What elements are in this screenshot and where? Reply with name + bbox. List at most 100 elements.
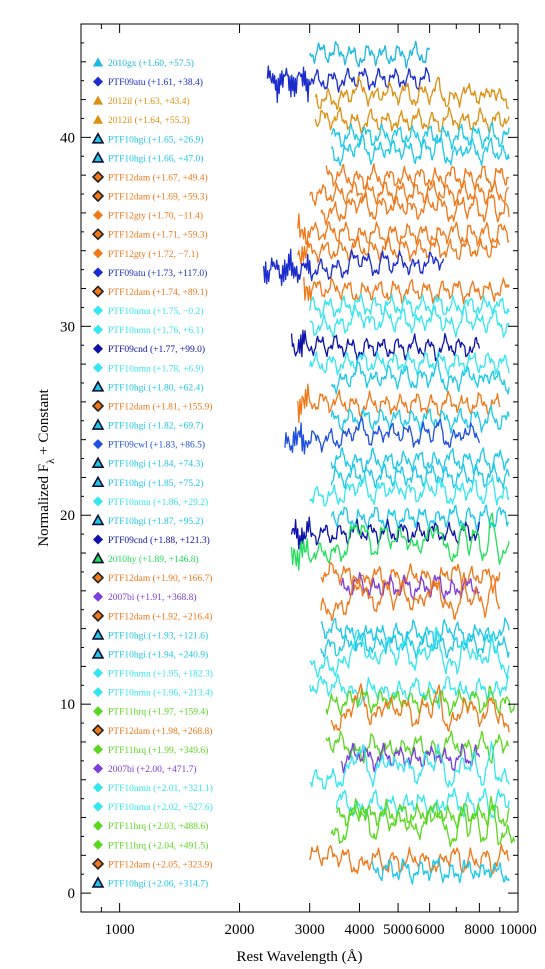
legend-marker-diamond-icon [93, 267, 103, 278]
x-tick-label: 3000 [295, 922, 325, 938]
x-tick-label: 6000 [415, 922, 445, 938]
legend-label: PTF10nmn (+1.75, −0.2) [108, 306, 203, 317]
spectrum-line-17 [309, 350, 510, 377]
legend-marker-diamond-icon [91, 285, 105, 298]
legend-marker-diamond-icon [93, 534, 103, 545]
legend-label: PTF10nmn (+2.02, +527.6) [108, 802, 213, 813]
legend-marker-diamond-icon [93, 343, 103, 354]
legend-label: PTF11hrq (+1.97, +159.4) [108, 707, 208, 718]
legend-label: 2010hy (+1.89, +146.8) [108, 554, 199, 565]
spectrum-line-27 [290, 512, 510, 571]
spectrum-line-18 [330, 358, 510, 395]
y-axis-title-subscript: λ [45, 458, 57, 464]
legend-label: PTF12gty (+1.70, −11.4) [108, 211, 203, 222]
legend-marker-diamond-icon [93, 591, 103, 602]
y-axis-title-rest: + Constant [36, 388, 52, 458]
y-tick-label: 10 [60, 697, 75, 713]
legend-label: PTF09atu (+1.61, +38.4) [108, 77, 203, 88]
legend-label: PTF10hgi (+1.82, +69.7) [108, 421, 203, 432]
spectrum-line-23 [330, 462, 510, 489]
legend-label: PTF10hgi (+2.06, +314.7) [108, 878, 208, 889]
legend-label: PTF10hgi (+1.80, +62.4) [108, 382, 203, 393]
legend-label: PTF10hgi (+1.84, +74.3) [108, 459, 203, 470]
legend-label: PTF11hrq (+2.03, +488.6) [108, 821, 208, 832]
legend-marker-triangle-icon [91, 456, 105, 468]
legend-marker-diamond-icon [91, 399, 105, 413]
legend-label: 2010gx (+1.60, +57.5) [108, 58, 194, 69]
y-tick-label: 30 [60, 319, 75, 335]
legend-label: 2007bi (+2.00, +471.7) [108, 764, 197, 775]
y-axis-title-main: Normalized F [36, 464, 52, 547]
legend-label: PTF11hrq (+1.99, +349.6) [108, 745, 208, 756]
legend-label: 2012il (+1.64, +55.3) [108, 115, 190, 126]
legend-label: PTF09atu (+1.73, +117.0) [108, 268, 207, 279]
legend-marker-diamond-icon [93, 687, 103, 698]
legend-label: PTF10hgi (+1.87, +95.2) [108, 516, 203, 527]
legend-marker-triangle-icon [91, 628, 105, 640]
legend-marker-triangle-icon [91, 475, 105, 488]
spectrum-line-6 [330, 134, 510, 167]
legend-label: PTF10nmn (+2.01, +321.1) [108, 783, 213, 794]
legend-marker-diamond-icon [93, 763, 103, 774]
spectrum-line-13 [303, 277, 510, 305]
spectra-lines [263, 40, 516, 885]
legend-marker-diamond-icon [93, 210, 103, 221]
legend-marker-diamond-icon [93, 782, 103, 793]
spectrum-line-9 [320, 191, 510, 226]
legend-marker-triangle-icon [91, 151, 105, 163]
legend-label: PTF10nmn (+1.95, +182.3) [108, 669, 213, 680]
legend-label: PTF10hgi (+1.93, +121.6) [108, 630, 208, 641]
legend-label: PTF12dam (+1.71, +59.3) [108, 230, 208, 241]
legend-marker-diamond-icon [93, 305, 103, 316]
x-axis-title: Rest Wavelength (Å) [237, 949, 363, 965]
legend-label: PTF10hgi (+1.94, +240.9) [108, 649, 208, 660]
legend: 2010gx (+1.60, +57.5) PTF09atu (+1.61, +3… [91, 57, 213, 889]
spectrum-line-3 [314, 75, 510, 110]
legend-marker-diamond-icon [93, 668, 103, 679]
legend-marker-triangle-icon [93, 95, 103, 105]
x-tick-label: 8000 [464, 922, 494, 938]
legend-label: PTF10nmn (+1.78, +6.9) [108, 363, 203, 374]
spectrum-line-10 [297, 213, 510, 248]
legend-label: PTF11hrq (+2.04, +491.5) [108, 840, 208, 851]
legend-marker-triangle-icon [91, 876, 105, 888]
legend-marker-diamond-icon [93, 324, 103, 335]
legend-marker-diamond-icon [91, 609, 105, 622]
legend-label: PTF09cnd (+1.77, +99.0) [108, 344, 205, 355]
spectrum-line-16 [290, 329, 481, 362]
spectrum-line-5 [330, 121, 510, 150]
spectrum-line-21 [284, 416, 481, 455]
spectrum-line-31 [320, 617, 510, 652]
spectrum-line-1 [309, 40, 431, 69]
legend-label: PTF12dam (+1.92, +216.4) [108, 611, 212, 622]
spectrum-line-24 [309, 475, 510, 507]
legend-label: PTF09cnd (+1.88, +121.3) [108, 535, 210, 546]
legend-marker-triangle-icon [91, 380, 105, 392]
spectrum-line-4 [314, 106, 510, 136]
spectrum-line-19 [297, 383, 501, 424]
x-tick-label: 1000 [105, 922, 135, 938]
legend-marker-diamond-icon [93, 801, 103, 812]
legend-label: PTF09cwl (+1.83, +86.5) [108, 440, 205, 451]
legend-marker-diamond-icon [93, 706, 103, 717]
legend-marker-diamond-icon [93, 744, 103, 755]
spectrum-line-2 [266, 65, 431, 104]
legend-marker-triangle-icon [91, 132, 105, 144]
legend-label: 2012il (+1.63, +43.4) [108, 96, 190, 107]
x-tick-label: 5000 [383, 922, 413, 938]
y-axis-title: Normalized Fλ + Constant [36, 388, 57, 546]
spectrum-line-14 [309, 293, 510, 319]
y-tick-label: 0 [68, 886, 76, 902]
legend-marker-diamond-icon [93, 496, 103, 507]
legend-label: PTF10nmn (+1.76, +6.1) [108, 325, 203, 336]
x-tick-label: 10000 [499, 922, 537, 938]
x-tick-label: 2000 [225, 922, 255, 938]
legend-marker-triangle-icon [93, 114, 103, 124]
legend-marker-diamond-icon [93, 839, 103, 850]
legend-label: 2007bi (+1.91, +368.8) [108, 592, 197, 603]
legend-marker-diamond-icon [91, 571, 105, 584]
legend-label: PTF10nmn (+1.86, +29.2) [108, 497, 208, 508]
spectrum-line-33 [309, 626, 510, 679]
legend-label: PTF10hgi (+1.85, +75.2) [108, 478, 203, 489]
